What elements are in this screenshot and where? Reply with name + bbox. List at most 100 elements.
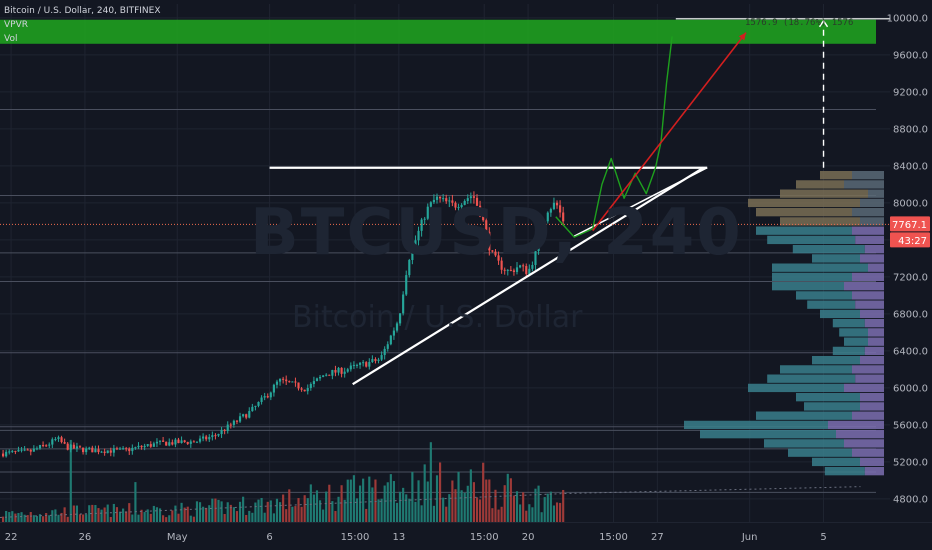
candle-body: [352, 364, 355, 366]
volume-bar: [494, 489, 497, 522]
candle-body: [398, 313, 402, 324]
candle-body: [23, 449, 26, 451]
vpvr-bar-up: [796, 180, 844, 189]
volume-bar: [423, 464, 426, 522]
time-axis[interactable]: 22 26 May 6 15:00 13 15:00 20 15:00 27 Jun 5: [0, 522, 932, 550]
candle-body: [414, 240, 417, 248]
volume-bar: [371, 487, 374, 522]
candle-body: [214, 435, 217, 437]
drawings[interactable]: [0, 18, 916, 386]
candle-body: [460, 204, 463, 208]
candle-body: [374, 359, 377, 361]
vpvr-bar-up: [832, 346, 865, 356]
volume-bar: [100, 509, 103, 522]
measurement-label: 1576.9 (18.76%) 1576: [745, 18, 854, 28]
volume-bar: [559, 502, 562, 522]
volume-bar: [411, 471, 414, 522]
volume-bar: [306, 498, 309, 522]
volume-bar: [155, 507, 159, 522]
target-arrowhead: [738, 32, 746, 41]
candle-body: [426, 206, 429, 219]
candle-body: [149, 444, 152, 447]
vpvr-bar-down: [852, 208, 884, 217]
candle-body: [220, 429, 223, 435]
candle-body: [377, 359, 380, 361]
vpvr-bar-down: [860, 254, 884, 263]
volume-bar: [519, 504, 522, 522]
volume-bar: [325, 491, 328, 522]
candle-body: [543, 221, 546, 233]
volume-bar: [54, 509, 57, 522]
candle-body: [168, 442, 171, 446]
symbol-title[interactable]: Bitcoin / U.S. Dollar, 240, BITFINEX: [4, 6, 161, 16]
candle-body: [534, 250, 537, 266]
volume-bar: [5, 510, 8, 522]
candle-body: [42, 445, 45, 447]
volume-bar: [149, 513, 152, 522]
volume-bar: [460, 490, 463, 522]
volume-bar: [448, 494, 451, 522]
candle-body: [282, 378, 285, 380]
vpvr-bar-up: [684, 420, 828, 430]
vpvr-bar-down: [860, 457, 884, 467]
countdown-tag: [890, 232, 930, 248]
volume-bar: [549, 491, 552, 522]
candle-body: [109, 450, 112, 453]
price-tick-label: 8800.0: [893, 124, 928, 135]
candle-body: [82, 447, 85, 453]
candle-body: [254, 405, 257, 407]
volume-bar: [522, 492, 525, 522]
candle-body: [128, 448, 131, 452]
candle-body: [211, 435, 214, 438]
candle-body: [205, 436, 208, 440]
candle-body: [26, 449, 29, 451]
indicator-vpvr[interactable]: VPVR: [4, 20, 28, 30]
candle-body: [325, 374, 328, 376]
candle-body: [103, 451, 106, 453]
volume-bar: [72, 505, 75, 522]
volume-bar: [479, 499, 482, 522]
candle-body: [288, 381, 291, 383]
volume-bar: [377, 499, 380, 522]
volume-bar: [534, 488, 537, 522]
volume-bar: [38, 514, 42, 522]
candle-body: [454, 202, 457, 208]
candle-body: [322, 375, 325, 377]
vpvr-bar-up: [844, 337, 868, 346]
projection-path: [555, 36, 673, 238]
candle-body: [242, 414, 245, 417]
candle-body: [143, 445, 146, 448]
volume-bar: [78, 514, 82, 522]
candle-body: [217, 434, 220, 436]
candle-body: [152, 443, 155, 447]
volume-bar: [223, 514, 226, 522]
volume-bar: [260, 497, 263, 522]
vpvr-bar-down: [844, 180, 884, 189]
candle-body: [362, 362, 365, 364]
volume-bar: [451, 480, 454, 522]
price-tick-label: 8000.0: [893, 198, 928, 209]
volume-bar: [152, 505, 155, 522]
volume-bar: [488, 479, 491, 522]
candle-body: [445, 198, 448, 202]
vpvr-bar-down: [852, 365, 884, 374]
vpvr-bar-down: [868, 263, 884, 272]
volume-bar: [438, 462, 442, 522]
candle-body: [559, 205, 562, 213]
price-tick-label: 6000.0: [893, 383, 928, 394]
candle-body: [140, 445, 143, 448]
candle-body: [134, 447, 137, 449]
indicator-volume[interactable]: Vol: [4, 34, 18, 44]
volume-bar: [318, 500, 322, 522]
price-axis-bg: [890, 0, 932, 550]
candle-body: [192, 441, 195, 443]
candle-body: [91, 447, 94, 453]
measure-arrowhead: [818, 19, 829, 28]
price-tick-label: 7200.0: [893, 272, 928, 283]
time-tick-label: 13: [392, 532, 405, 543]
price-axis[interactable]: 10000.09600.09200.08800.08400.08000.0760…: [887, 0, 932, 550]
vpvr-bar-up: [764, 439, 844, 448]
candle-body: [340, 367, 343, 374]
volume-bar: [340, 485, 343, 522]
